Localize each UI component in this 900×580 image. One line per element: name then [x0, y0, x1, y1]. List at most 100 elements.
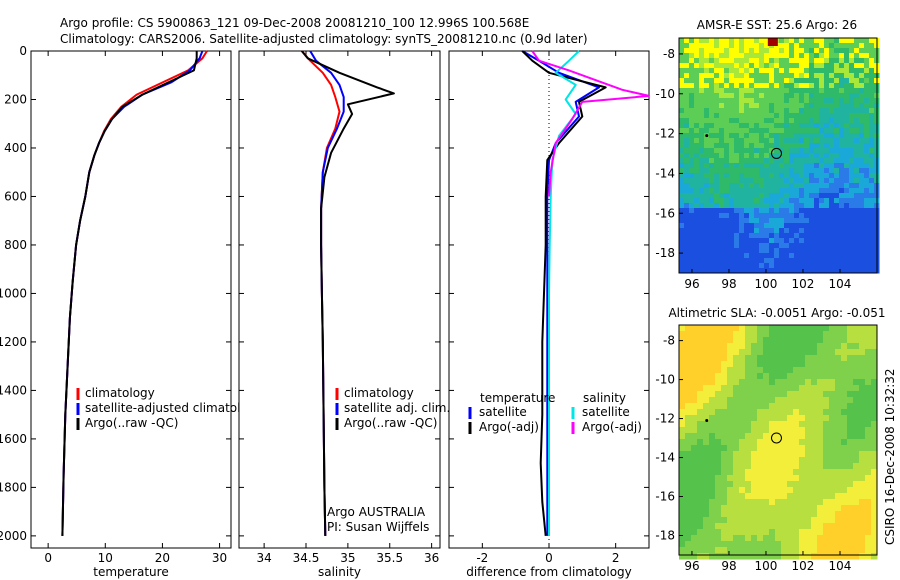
- map-cell: [864, 83, 870, 89]
- map-cell: [829, 218, 835, 224]
- map-cell: [854, 53, 860, 59]
- map-cell: [709, 253, 715, 259]
- map-cell: [697, 499, 704, 506]
- map-cell: [871, 433, 878, 440]
- map-cell: [775, 535, 782, 542]
- map-cell: [789, 83, 795, 89]
- map-cell: [715, 469, 722, 476]
- map-cell: [835, 379, 842, 386]
- map-cell: [699, 148, 705, 154]
- map-cell: [749, 248, 755, 254]
- map-cell: [811, 361, 818, 368]
- map-cell: [793, 391, 800, 398]
- map-cell: [775, 445, 782, 452]
- map-cell: [774, 218, 780, 224]
- map-cell: [709, 481, 716, 488]
- map-cell: [749, 38, 755, 44]
- map-cell: [757, 409, 764, 416]
- map-cell: [739, 113, 745, 119]
- map-cell: [751, 379, 758, 386]
- map-cell: [729, 98, 735, 104]
- map-cell: [759, 113, 765, 119]
- map-cell: [859, 343, 866, 350]
- map-cell: [709, 391, 716, 398]
- map-cell: [775, 421, 782, 428]
- map-cell: [727, 391, 734, 398]
- map-cell: [859, 433, 866, 440]
- map-cell: [749, 103, 755, 109]
- y-tick-label: -18: [655, 529, 675, 543]
- map-cell: [853, 343, 860, 350]
- map-cell: [734, 193, 740, 199]
- map-cell: [859, 93, 865, 99]
- map-cell: [733, 505, 740, 512]
- map-cell: [733, 391, 740, 398]
- map-cell: [824, 103, 830, 109]
- map-cell: [844, 98, 850, 104]
- map-cell: [694, 218, 700, 224]
- map-cell: [729, 128, 735, 134]
- map-cell: [854, 223, 860, 229]
- map-cell: [829, 228, 835, 234]
- map-cell: [739, 93, 745, 99]
- map-cell: [804, 163, 810, 169]
- map-cell: [744, 148, 750, 154]
- map-cell: [781, 463, 788, 470]
- side-credit: CSIRO 16-Dec-2008 10:32:32: [883, 368, 897, 545]
- map-cell: [745, 355, 752, 362]
- map-cell: [805, 529, 812, 536]
- map-cell: [799, 433, 806, 440]
- map-cell: [787, 481, 794, 488]
- map-cell: [769, 343, 776, 350]
- map-cell: [729, 148, 735, 154]
- map-cell: [769, 511, 776, 518]
- map-cell: [819, 213, 825, 219]
- map-cell: [869, 123, 875, 129]
- map-cell: [685, 445, 692, 452]
- y-tick-label: 0: [19, 44, 27, 58]
- map-cell: [699, 118, 705, 124]
- map-cell: [809, 88, 815, 94]
- map-cell: [784, 203, 790, 209]
- map-cell: [763, 331, 770, 338]
- map-cell: [789, 223, 795, 229]
- map-cell: [781, 553, 788, 560]
- map-cell: [694, 113, 700, 119]
- map-cell: [805, 367, 812, 374]
- map-cell: [715, 349, 722, 356]
- map-cell: [864, 73, 870, 79]
- map-cell: [751, 421, 758, 428]
- map-cell: [799, 88, 805, 94]
- map-cell: [823, 403, 830, 410]
- map-cell: [835, 475, 842, 482]
- map-cell: [804, 158, 810, 164]
- map-cell: [734, 258, 740, 264]
- map-cell: [814, 78, 820, 84]
- map-cell: [784, 108, 790, 114]
- map-cell: [749, 258, 755, 264]
- map-cell: [759, 253, 765, 259]
- map-cell: [691, 541, 698, 548]
- map-cell: [849, 218, 855, 224]
- map-cell: [814, 93, 820, 99]
- map-cell: [774, 143, 780, 149]
- map-cell: [799, 63, 805, 69]
- map-cell: [794, 128, 800, 134]
- map-cell: [809, 138, 815, 144]
- map-cell: [839, 118, 845, 124]
- map-cell: [751, 385, 758, 392]
- map-cell: [691, 421, 698, 428]
- map-cell: [834, 98, 840, 104]
- map-cell: [819, 208, 825, 214]
- map-cell: [811, 373, 818, 380]
- map-cell: [709, 493, 716, 500]
- map-cell: [751, 397, 758, 404]
- y-tick-label: -8: [663, 47, 675, 61]
- map-cell: [724, 58, 730, 64]
- map-cell: [684, 153, 690, 159]
- map-cell: [714, 103, 720, 109]
- map-cell: [697, 367, 704, 374]
- map-cell: [679, 173, 685, 179]
- map-cell: [679, 517, 686, 524]
